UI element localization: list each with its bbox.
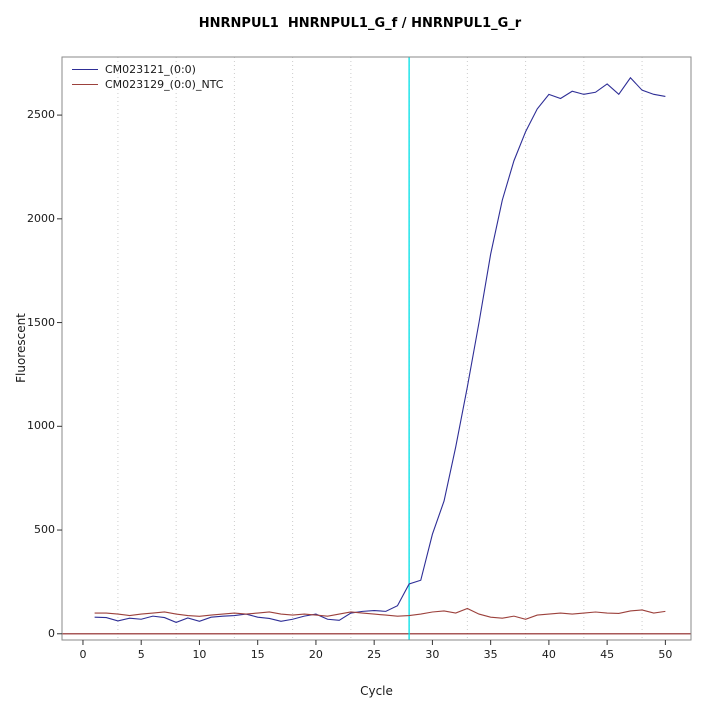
y-tick-label: 2000	[27, 211, 55, 225]
x-tick-label: 50	[658, 648, 673, 661]
y-tick-label: 1000	[27, 419, 55, 433]
y-tick-label: 2500	[27, 108, 55, 122]
legend-label-ntc: CM023129_(0:0)_NTC	[105, 78, 224, 91]
y-tick-label: 0	[48, 626, 55, 640]
y-tick-label: 500	[34, 523, 55, 537]
x-tick-label: 5	[137, 648, 145, 661]
x-tick-label: 0	[79, 648, 87, 661]
legend-item-sample: CM023121_(0:0)	[72, 62, 223, 77]
x-tick-label: 20	[308, 648, 323, 661]
series-line-0	[94, 76, 666, 623]
x-tick-label: 30	[425, 648, 440, 661]
x-tick-label: 25	[367, 648, 382, 661]
legend-item-ntc: CM023129_(0:0)_NTC	[72, 77, 223, 92]
x-tick-label: 40	[541, 648, 556, 661]
legend-line-swatch-ntc	[72, 84, 98, 85]
legend: CM023121_(0:0) CM023129_(0:0)_NTC	[72, 62, 223, 92]
chart-title: HNRNPUL1 HNRNPUL1_G_f / HNRNPUL1_G_r	[198, 16, 522, 31]
plot-border	[61, 56, 692, 641]
x-axis-label: Cycle	[360, 684, 393, 698]
x-tick-label: 45	[600, 648, 615, 661]
x-tick-label: 35	[483, 648, 498, 661]
y-tick-label: 1500	[27, 315, 55, 329]
x-tick-label: 15	[250, 648, 265, 661]
legend-line-swatch-sample	[72, 69, 98, 70]
series-line-1	[94, 607, 666, 620]
x-tick-label: 10	[192, 648, 207, 661]
legend-label-sample: CM023121_(0:0)	[105, 63, 196, 76]
